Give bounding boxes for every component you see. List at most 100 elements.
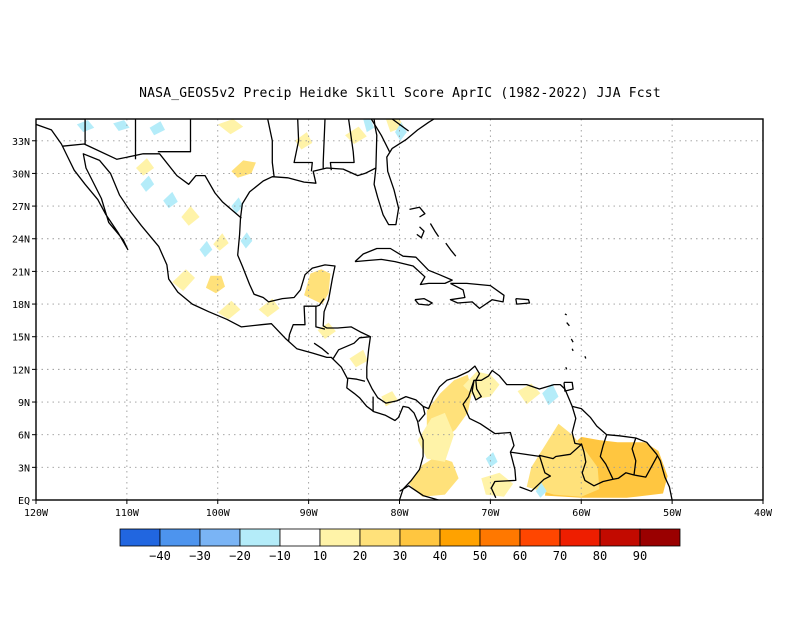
latitude-ticks: EQ 3N 6N 9N 12N 15N 18N 21N 24N 27N 30N 33N <box>12 137 36 507</box>
coast-segment-11 <box>445 242 457 257</box>
skill-area-27 <box>149 121 165 136</box>
coastlines-and-borders <box>36 119 673 500</box>
x-tick-label: 80W <box>390 508 409 519</box>
map-frame <box>35 118 764 501</box>
colorbar-swatch <box>439 528 481 547</box>
coast-segment-14 <box>570 338 574 343</box>
colorbar-swatch <box>359 528 401 547</box>
colorbar-label: −40 <box>149 549 171 563</box>
coast-segment-29 <box>315 306 326 330</box>
coast-segment-6 <box>515 297 531 305</box>
skill-area-32 <box>240 232 253 249</box>
skill-area-34 <box>363 119 375 133</box>
colorbar-swatch <box>559 528 601 547</box>
coast-segment-26 <box>370 119 391 152</box>
skill-area-36 <box>485 452 498 468</box>
coast-segment-5 <box>414 297 433 306</box>
y-tick-label: EQ <box>18 496 30 507</box>
skill-score-shading <box>76 119 668 498</box>
colorbar-swatch <box>519 528 561 547</box>
x-tick-label: 70W <box>481 508 500 519</box>
skill-area-16 <box>349 349 368 368</box>
skill-area-21 <box>217 119 244 135</box>
map-title: NASA_GEOS5v2 Precip Heidke Skill Score A… <box>139 86 661 101</box>
skill-area-20 <box>213 233 229 251</box>
skill-area-19 <box>181 206 200 226</box>
colorbar-swatch <box>599 528 641 547</box>
skill-area-17 <box>381 391 398 407</box>
skill-area-24 <box>295 132 313 150</box>
coast-segment-27 <box>391 119 409 132</box>
y-tick-label: 33N <box>12 137 30 148</box>
colorbar-label: 60 <box>513 549 527 563</box>
coast-segment-24 <box>322 119 326 170</box>
colorbar-label: 80 <box>593 549 607 563</box>
coast-segment-3 <box>354 247 453 286</box>
y-tick-label: 21N <box>12 267 30 278</box>
y-tick-label: 18N <box>12 300 30 311</box>
colorbar: −40 −30 −20 −10 10 20 30 40 50 60 70 80 90 <box>119 528 681 563</box>
colorbar-label: −30 <box>189 549 211 563</box>
coast-segment-1 <box>373 119 435 226</box>
skill-area-26 <box>113 120 130 131</box>
skill-area-23 <box>385 119 404 133</box>
skill-area-15 <box>317 322 336 339</box>
coast-segment-12 <box>564 313 568 316</box>
coast-segment-10 <box>429 223 440 237</box>
skill-area-9 <box>417 412 454 462</box>
colorbar-label: 70 <box>553 549 567 563</box>
coast-segment-35 <box>462 380 517 499</box>
colorbar-label: −10 <box>269 549 291 563</box>
skill-area-31 <box>199 240 213 258</box>
skill-area-29 <box>163 191 178 209</box>
y-tick-label: 12N <box>12 365 30 376</box>
skill-area-12 <box>172 269 195 291</box>
colorbar-label: 90 <box>633 549 647 563</box>
skill-area-37 <box>535 482 547 498</box>
coast-segment-25 <box>329 119 355 171</box>
coast-segment-34 <box>418 406 426 423</box>
skill-area-5 <box>304 269 331 305</box>
skill-area-13 <box>217 300 241 320</box>
coast-segment-37 <box>519 406 582 492</box>
y-tick-label: 9N <box>18 398 30 409</box>
coast-segment-13 <box>566 322 570 327</box>
colorbar-swatch <box>319 528 361 547</box>
colorbar-label: 20 <box>353 549 367 563</box>
coast-segment-16 <box>584 356 587 359</box>
coast-segment-28 <box>287 298 325 342</box>
coast-segment-9 <box>416 226 425 239</box>
skill-area-4 <box>408 456 459 497</box>
coast-segment-15 <box>571 348 574 352</box>
coast-segment-7 <box>563 381 574 392</box>
skill-area-7 <box>231 160 256 178</box>
longitude-ticks: 120W 110W 100W 90W 80W 70W 60W 50W 40W <box>24 500 773 519</box>
coast-segment-4 <box>449 282 505 310</box>
x-tick-label: 50W <box>663 508 682 519</box>
coast-segment-36 <box>399 485 441 500</box>
y-tick-label: 6N <box>18 431 30 442</box>
coast-segment-32 <box>347 377 366 382</box>
skill-area-11 <box>517 383 541 405</box>
colorbar-swatch <box>119 528 161 547</box>
coast-segment-30 <box>313 342 330 355</box>
colorbar-swatch <box>279 528 321 547</box>
colorbar-label: −20 <box>229 549 251 563</box>
coast-segment-19 <box>36 119 86 144</box>
skill-area-30 <box>231 197 244 214</box>
coast-segment-2 <box>237 167 673 500</box>
coast-segment-8 <box>409 206 426 218</box>
coast-segment-41 <box>510 451 541 458</box>
y-tick-label: 27N <box>12 202 30 213</box>
skill-area-10 <box>481 472 514 497</box>
coast-segment-39 <box>599 434 614 480</box>
colorbar-swatch <box>399 528 441 547</box>
x-tick-label: 100W <box>206 508 231 519</box>
graticule <box>36 119 763 500</box>
x-tick-label: 40W <box>754 508 773 519</box>
x-tick-label: 60W <box>572 508 591 519</box>
skill-area-6 <box>205 275 225 294</box>
colorbar-swatch <box>159 528 201 547</box>
skill-area-28 <box>140 175 155 192</box>
